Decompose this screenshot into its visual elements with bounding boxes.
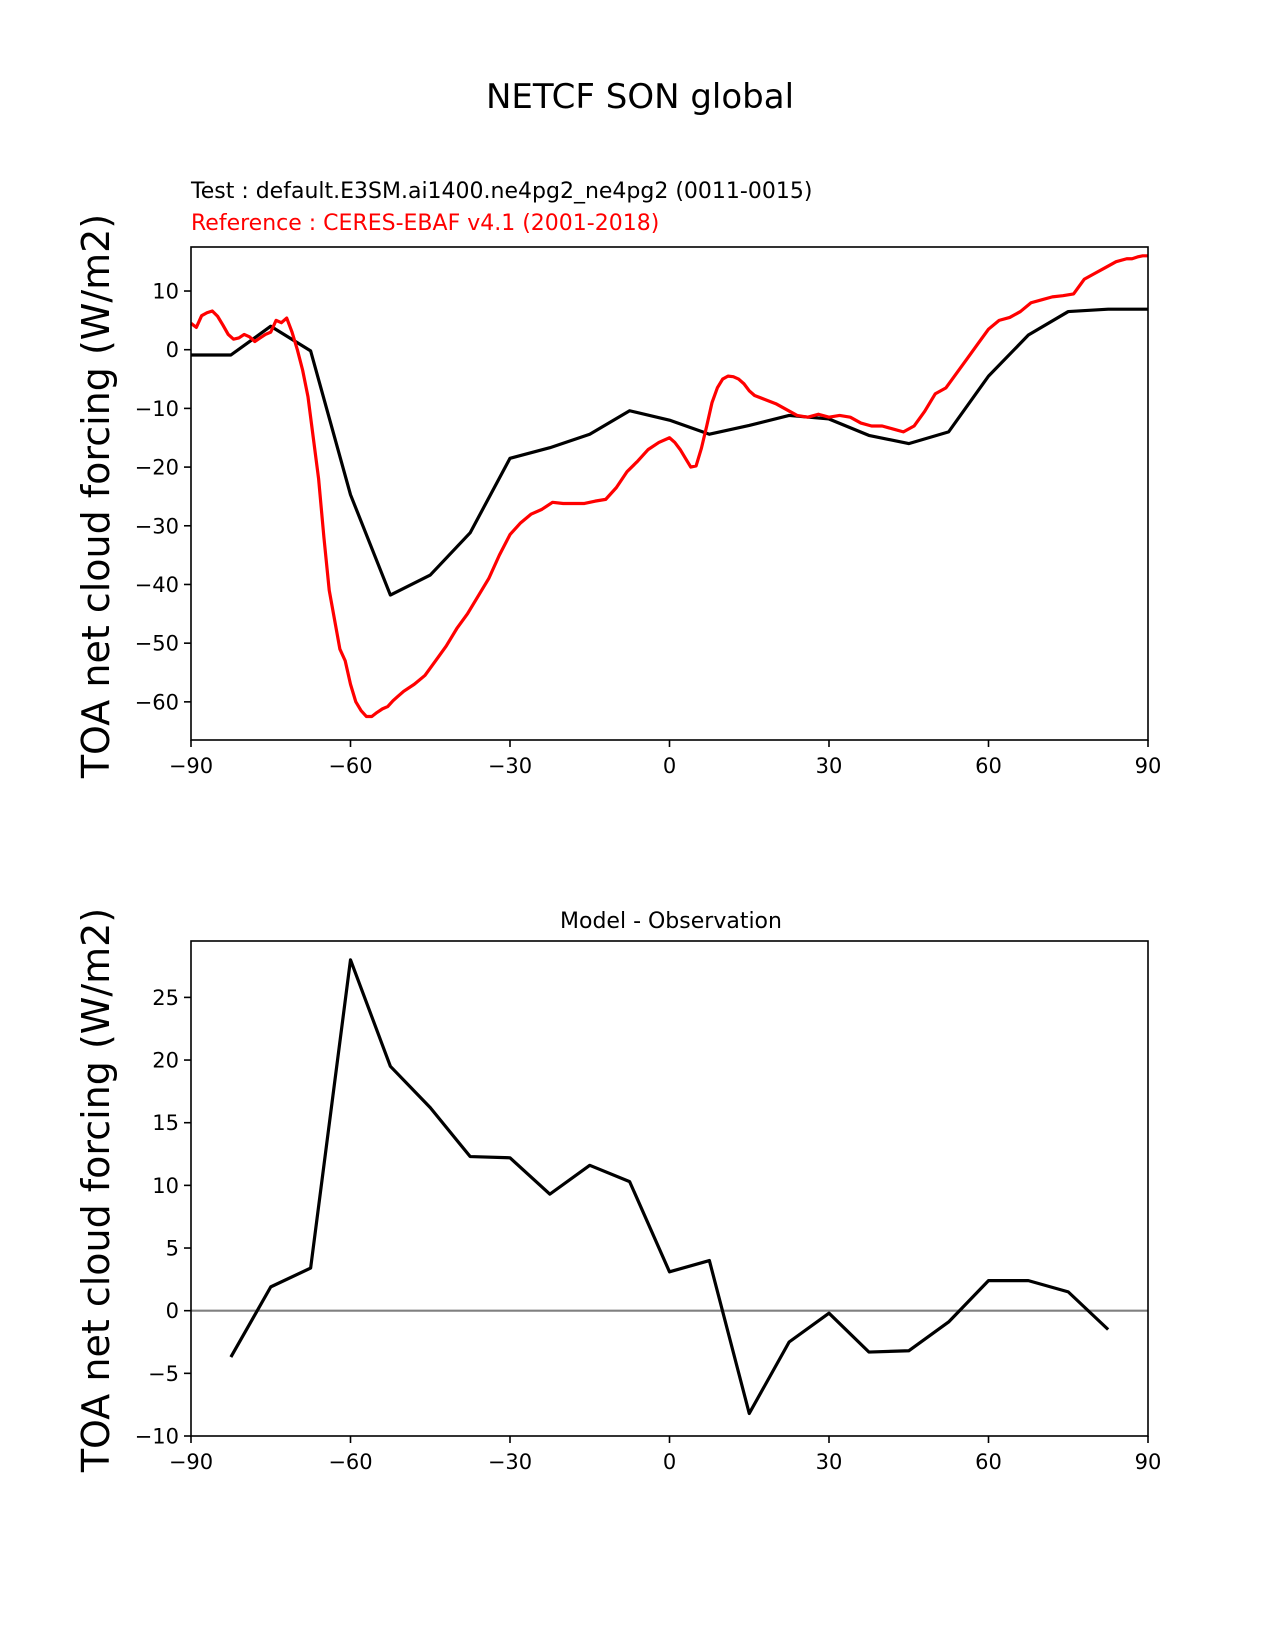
bottom-y-tick-label: 15 [152,1111,179,1135]
top-x-tick-label: 0 [663,754,676,778]
bottom-y-tick-label: 25 [152,986,179,1010]
top-y-tick-label: 0 [166,338,179,362]
top-y-tick-label: −30 [135,514,179,538]
bottom-x-tick-label: 30 [816,1450,843,1474]
bottom-x-tick-label: 60 [975,1450,1002,1474]
top-x-tick-label: 60 [975,754,1002,778]
bottom-y-axis-label: TOA net cloud forcing (W/m2) [74,908,118,1473]
reference-label: Reference : CERES-EBAF v4.1 (2001-2018) [191,211,659,236]
top-y-axis-label: TOA net cloud forcing (W/m2) [74,214,118,779]
bottom-series-0-line [229,958,1110,1416]
top-plot-area: −90 −60 −30 0 30 60 90 −60 −50 −40 −30 −20 −10 0 10 [135,246,1162,778]
bottom-x-tick-label: 0 [663,1450,676,1474]
top-y-tick-label: −50 [135,632,179,656]
top-y-tick-label: −40 [135,573,179,597]
bottom-y-tick-label: 5 [166,1237,179,1261]
test-label: Test : default.E3SM.ai1400.ne4pg2_ne4pg2… [190,179,812,204]
bottom-x-tick-label: −60 [328,1450,372,1474]
top-test-line [191,307,1148,597]
top-reference-line [190,254,1148,719]
top-x-tick-label: 90 [1135,754,1162,778]
bottom-y-tick-label: −10 [135,1425,179,1449]
top-x-tick-label: −30 [488,754,532,778]
top-x-tick-label: −90 [169,754,213,778]
bottom-title: Model - Observation [560,909,782,934]
top-x-tick-label: 30 [816,754,843,778]
bottom-y-tick-label: 10 [152,1174,179,1198]
figure-title: NETCF SON global [486,77,794,117]
bottom-x-tick-label: −30 [488,1450,532,1474]
bottom-x-tick-label: −90 [169,1450,213,1474]
top-y-tick-label: −60 [135,690,179,714]
top-y-tick-label: −20 [135,456,179,480]
bottom-y-tick-label: −5 [148,1362,179,1386]
bottom-y-tick-label: 20 [152,1049,179,1073]
top-y-tick-label: −10 [135,397,179,421]
bottom-x-tick-label: 90 [1135,1450,1162,1474]
bottom-panel: Model - Observation TOA net cloud forcin… [74,908,1161,1474]
top-panel: Test : default.E3SM.ai1400.ne4pg2_ne4pg2… [74,179,1161,779]
top-x-tick-label: −60 [328,754,372,778]
top-y-tick-label: 10 [152,280,179,304]
bottom-y-tick-label: 0 [166,1299,179,1323]
bottom-plot-area: −90 −60 −30 0 30 60 90 −10 −5 0 5 10 15 20 25 [135,940,1162,1474]
